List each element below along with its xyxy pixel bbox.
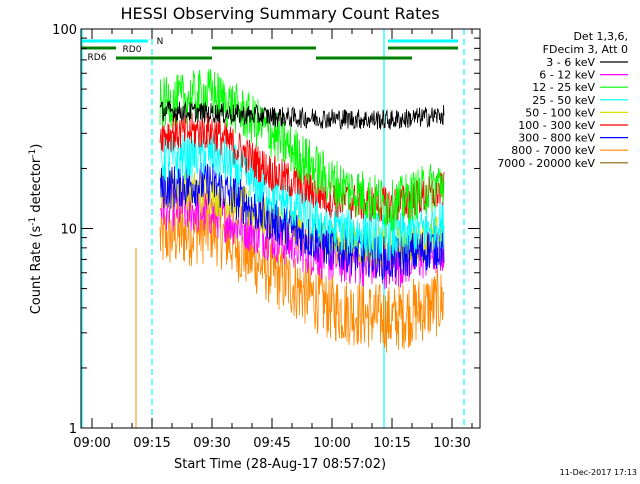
y-tick-label: 1 bbox=[69, 422, 77, 437]
x-tick-label: 10:00 bbox=[313, 436, 350, 451]
series-line bbox=[159, 194, 445, 353]
x-tick-label: 09:45 bbox=[253, 436, 290, 451]
series-line bbox=[159, 68, 445, 232]
x-tick-label: 10:30 bbox=[433, 436, 470, 451]
flag-n-label: N bbox=[157, 37, 164, 47]
y-axis: 1 10 100 bbox=[52, 23, 480, 437]
y-axis-label: Count Rate (s-1 detector-1) bbox=[28, 144, 44, 315]
legend-entry-label: 300 - 800 keV bbox=[518, 132, 595, 145]
x-tick-label: 09:30 bbox=[193, 436, 230, 451]
x-tick-label: 10:15 bbox=[373, 436, 410, 451]
legend-entry-label: 50 - 100 keV bbox=[525, 106, 595, 119]
legend-entry-label: 3 - 6 keV bbox=[546, 56, 595, 69]
legend-entry-label: 25 - 50 keV bbox=[532, 94, 595, 107]
y-tick-label: 10 bbox=[60, 223, 77, 238]
flag-rd0-label: RD0 bbox=[123, 45, 142, 55]
legend-header-line: Det 1,3,6, bbox=[573, 30, 628, 43]
chart-title: HESSI Observing Summary Count Rates bbox=[120, 4, 439, 23]
x-tick-label: 09:00 bbox=[73, 436, 110, 451]
flag-rd6-label: RD6 bbox=[88, 53, 107, 63]
legend-entry-label: 800 - 7000 keV bbox=[511, 144, 595, 157]
legend-entry-label: 7000 - 20000 keV bbox=[497, 157, 595, 170]
legend-entry-label: 12 - 25 keV bbox=[532, 81, 595, 94]
plot-area: N RD0 RD6 bbox=[81, 29, 465, 428]
legend-entry-label: 6 - 12 keV bbox=[539, 69, 595, 82]
y-tick-label: 100 bbox=[52, 23, 77, 38]
footer-timestamp: 11-Dec-2017 17:13 bbox=[560, 468, 637, 477]
legend-entry-label: 100 - 300 keV bbox=[518, 119, 595, 132]
x-axis-label: Start Time (28-Aug-17 08:57:02) bbox=[174, 457, 386, 472]
x-tick-label: 09:15 bbox=[133, 436, 170, 451]
flag-bars: N RD0 RD6 bbox=[81, 37, 458, 63]
legend-header-line: FDecim 3, Att 0 bbox=[543, 43, 628, 56]
series-line bbox=[159, 100, 445, 131]
x-axis: 09:00 09:15 09:30 09:45 10:00 10:15 10:30 bbox=[73, 29, 473, 451]
